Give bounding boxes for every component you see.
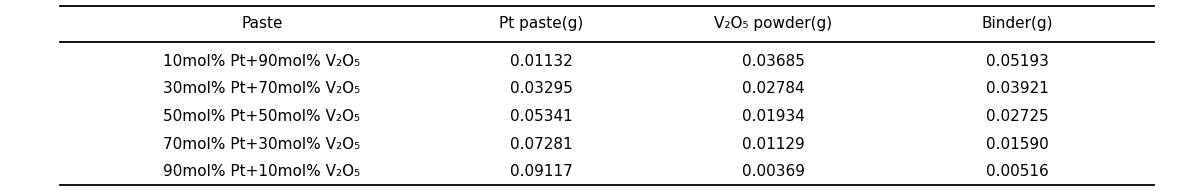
Text: 0.01934: 0.01934 [743, 109, 804, 124]
Text: 0.05341: 0.05341 [511, 109, 572, 124]
Text: Binder(g): Binder(g) [982, 16, 1053, 31]
Text: 0.03921: 0.03921 [987, 81, 1048, 96]
Text: 0.05193: 0.05193 [987, 54, 1048, 69]
Text: 10mol% Pt+90mol% V₂O₅: 10mol% Pt+90mol% V₂O₅ [163, 54, 361, 69]
Text: 0.09117: 0.09117 [511, 164, 572, 179]
Text: 90mol% Pt+10mol% V₂O₅: 90mol% Pt+10mol% V₂O₅ [163, 164, 361, 179]
Text: 0.00369: 0.00369 [743, 164, 804, 179]
Text: 0.00516: 0.00516 [987, 164, 1048, 179]
Text: 0.01132: 0.01132 [511, 54, 572, 69]
Text: 0.01590: 0.01590 [987, 137, 1048, 152]
Text: 70mol% Pt+30mol% V₂O₅: 70mol% Pt+30mol% V₂O₅ [163, 137, 361, 152]
Text: 30mol% Pt+70mol% V₂O₅: 30mol% Pt+70mol% V₂O₅ [163, 81, 361, 96]
Text: 0.03295: 0.03295 [511, 81, 572, 96]
Text: Pt paste(g): Pt paste(g) [500, 16, 583, 31]
Text: 0.07281: 0.07281 [511, 137, 572, 152]
Text: Paste: Paste [242, 16, 282, 31]
Text: 0.02784: 0.02784 [743, 81, 804, 96]
Text: V₂O₅ powder(g): V₂O₅ powder(g) [714, 16, 833, 31]
Text: 50mol% Pt+50mol% V₂O₅: 50mol% Pt+50mol% V₂O₅ [163, 109, 361, 124]
Text: 0.01129: 0.01129 [743, 137, 804, 152]
Text: 0.02725: 0.02725 [987, 109, 1048, 124]
Text: 0.03685: 0.03685 [743, 54, 804, 69]
